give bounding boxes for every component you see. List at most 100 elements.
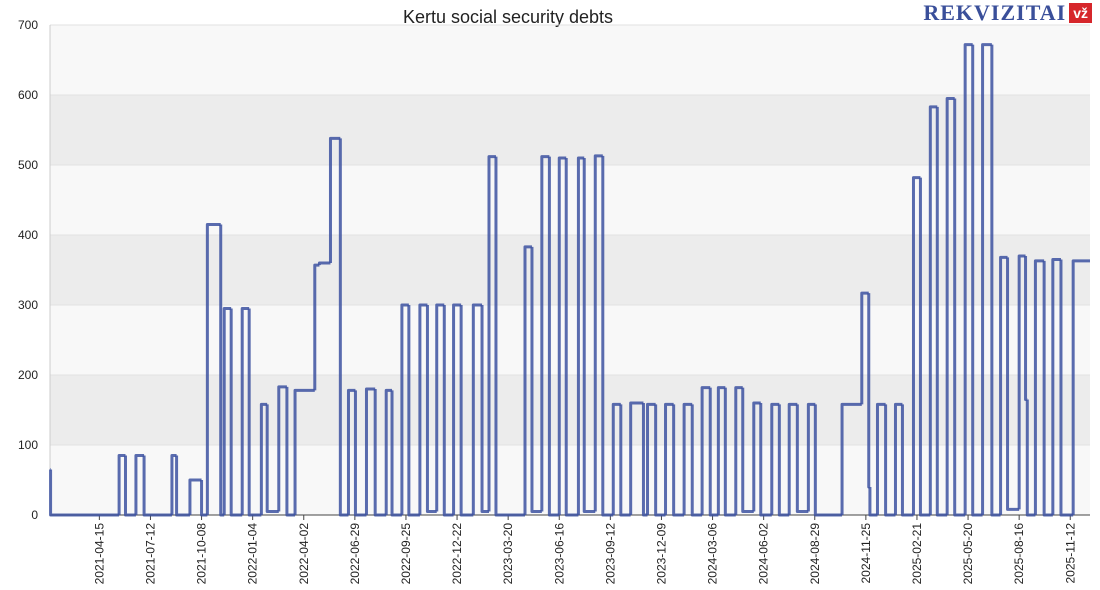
line-step	[682, 402, 693, 515]
line-step	[893, 402, 903, 515]
line-step	[999, 255, 1008, 515]
line-step	[435, 303, 445, 512]
line-step	[1059, 259, 1074, 517]
x-tick-label: 2023-09-12	[603, 523, 617, 585]
line-step	[353, 390, 367, 517]
line-step	[716, 386, 726, 515]
line-step	[1025, 399, 1036, 517]
line-step	[593, 154, 603, 512]
line-step	[400, 303, 409, 515]
line-step	[418, 303, 428, 515]
logo-text: REKVIZITAI	[923, 0, 1067, 25]
line-step	[918, 177, 931, 517]
x-tick-label: 2022-06-29	[348, 523, 362, 585]
line-step	[963, 43, 973, 515]
line-step	[188, 478, 202, 515]
y-tick-label: 0	[31, 508, 38, 522]
line-step	[293, 388, 315, 515]
line-step	[646, 402, 656, 515]
line-step	[813, 404, 843, 517]
y-tick-label: 200	[18, 368, 38, 382]
y-tick-label: 600	[18, 88, 38, 102]
line-step	[265, 404, 279, 513]
line-step	[373, 389, 387, 517]
line-step	[1042, 260, 1053, 517]
line-step	[390, 390, 402, 517]
line-step	[229, 308, 243, 517]
line-step	[741, 387, 754, 513]
line-step	[884, 404, 896, 517]
line-step	[557, 156, 567, 515]
logo-badge: vž	[1069, 3, 1092, 23]
line-step	[200, 480, 208, 517]
y-tick-label: 500	[18, 158, 38, 172]
line-step	[523, 245, 532, 515]
line-step	[170, 454, 177, 515]
y-tick-label: 300	[18, 298, 38, 312]
x-tick-label: 2024-03-06	[706, 523, 720, 585]
line-step	[425, 305, 437, 513]
line-step	[487, 155, 496, 512]
line-step	[953, 98, 966, 517]
line-step	[313, 263, 320, 391]
x-tick-label: 2022-04-02	[297, 523, 311, 585]
line-step	[123, 455, 136, 517]
line-step	[928, 105, 938, 515]
line-step	[285, 386, 296, 517]
x-tick-label: 2025-11-12	[1063, 523, 1077, 584]
line-step	[1024, 256, 1028, 401]
line-step	[277, 385, 287, 512]
line-step	[1006, 257, 1020, 511]
line-step	[1051, 258, 1061, 515]
line-step	[990, 44, 1001, 517]
line-step	[875, 402, 886, 515]
line-step	[540, 155, 550, 512]
x-tick-label: 2024-06-02	[757, 523, 771, 585]
line-step	[1071, 259, 1090, 515]
line-step	[867, 293, 871, 489]
x-tick-label: 2024-11-25	[859, 523, 873, 584]
line-step	[442, 305, 454, 517]
line-step	[384, 388, 393, 515]
line-step	[629, 401, 644, 515]
line-step	[175, 455, 190, 517]
line-step	[795, 404, 809, 513]
x-tick-label: 2022-09-25	[399, 523, 413, 585]
line-step	[945, 97, 955, 515]
line-step	[459, 305, 474, 517]
line-step	[690, 404, 703, 517]
line-step	[142, 455, 172, 517]
line-step	[777, 404, 790, 517]
grid-band	[50, 95, 1090, 165]
line-step	[935, 106, 948, 517]
chart-title: Kertu social security debts	[403, 7, 613, 27]
line-step	[759, 403, 772, 517]
line-step	[971, 44, 983, 517]
line-step	[530, 246, 542, 513]
line-step	[471, 303, 483, 515]
line-step	[407, 305, 420, 517]
line-step	[868, 487, 878, 517]
x-tick-label: 2021-07-12	[143, 523, 157, 585]
logo[interactable]: REKVIZITAI vž	[923, 0, 1092, 26]
line-step	[222, 307, 232, 515]
y-tick-label: 100	[18, 438, 38, 452]
line-step	[860, 291, 869, 405]
line-step	[770, 402, 780, 515]
line-step	[654, 404, 666, 517]
line-step	[582, 158, 596, 513]
x-tick-label: 2023-06-16	[552, 523, 566, 585]
line-step	[564, 158, 579, 517]
line-step	[981, 43, 992, 515]
grid-band	[50, 235, 1090, 305]
line-step	[49, 469, 120, 517]
plot-background	[50, 25, 1090, 515]
x-tick-label: 2021-10-08	[195, 523, 209, 585]
line-step	[240, 307, 250, 515]
line-step	[494, 156, 525, 517]
line-step	[1017, 254, 1026, 510]
line-step	[452, 303, 462, 515]
line-step	[317, 261, 331, 266]
